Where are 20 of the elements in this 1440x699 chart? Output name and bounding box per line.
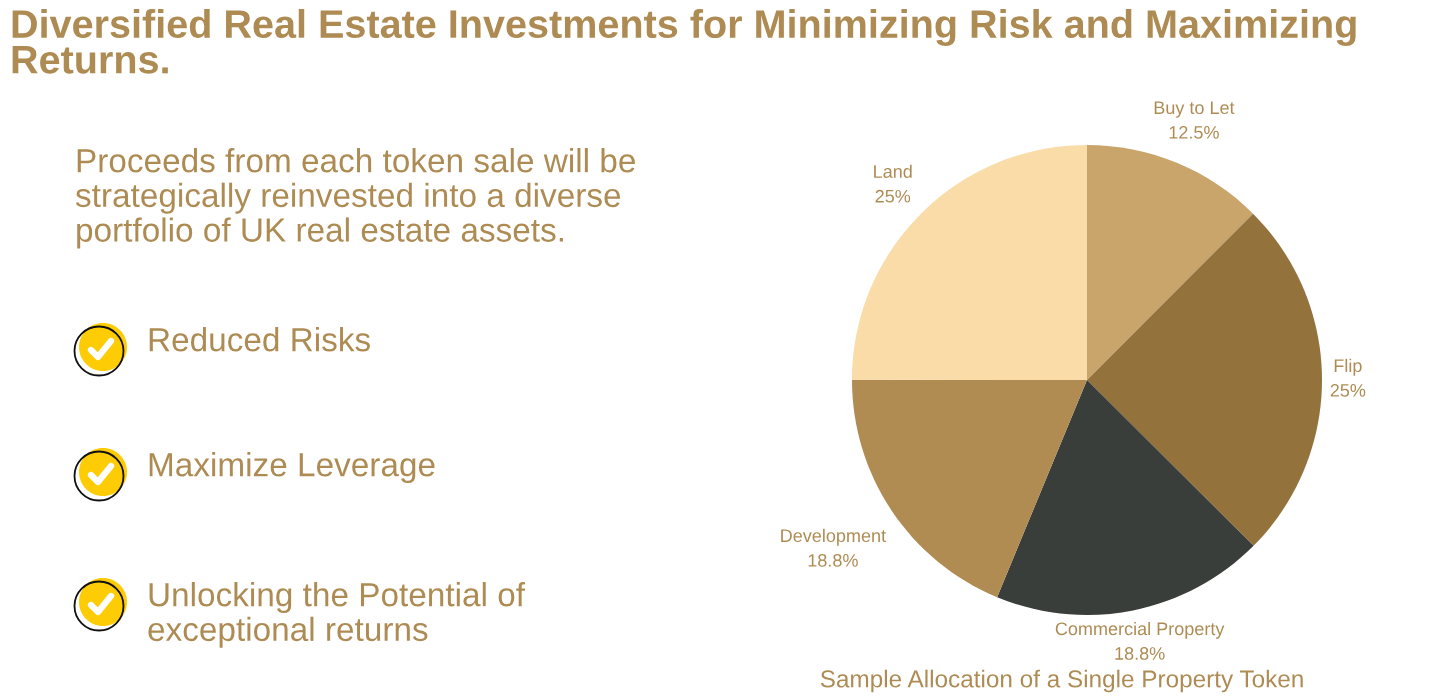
data-label: 25%	[875, 189, 911, 203]
data-label: 18.8%	[1115, 647, 1165, 660]
slice-label: Flip	[1334, 358, 1362, 376]
pie-slice	[1087, 213, 1322, 546]
slice-label: Commercial Property	[1055, 621, 1225, 639]
chart-title: Diversified Real Estate Investments for Minimizing Risk and Maximizing Returns.	[12, 9, 1356, 74]
text: Unlocking the Potential of exceptional returns	[148, 582, 526, 648]
data-label: 25%	[1330, 383, 1366, 397]
slice-label: Land	[874, 164, 912, 178]
text: Maximize Leverage	[149, 452, 435, 484]
text: Sample Allocation of a Single Property Token	[820, 669, 1303, 693]
data-label: 12.5%	[1169, 126, 1219, 139]
text: Reduced Risks	[149, 327, 370, 352]
pie-slice	[852, 145, 1087, 380]
pie-slice	[1087, 145, 1254, 380]
slice-label: Buy to Let	[1154, 101, 1235, 118]
data-label: 18.8%	[808, 553, 858, 567]
text: Proceeds from each token sale will be strategically reinvested into a diverse portfolio of UK real estate assets.	[75, 148, 635, 249]
pie-slice	[997, 380, 1254, 615]
slice-label: Development	[781, 528, 886, 546]
